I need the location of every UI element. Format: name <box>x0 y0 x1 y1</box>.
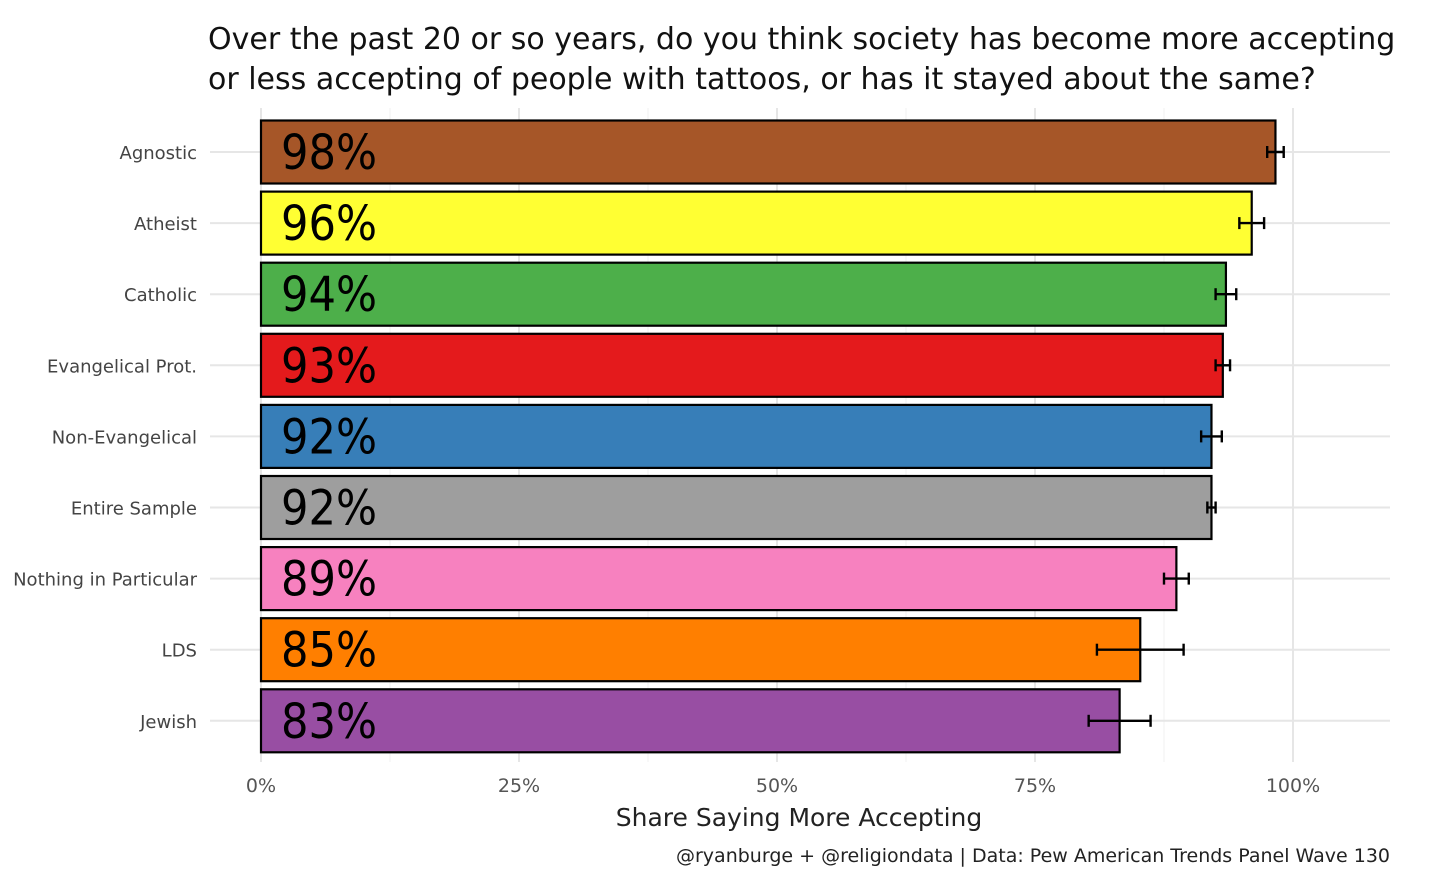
bar-value-labels: 98% 96% 94% 93% 92% 92% 89% 85% 83% <box>281 125 377 750</box>
chart-caption: @ryanburge + @religiondata | Data: Pew A… <box>676 845 1390 867</box>
category-label: Non-Evangelical <box>52 427 197 448</box>
error-bar <box>1199 430 1223 443</box>
bar-value-label: 89% <box>281 552 377 608</box>
bar-value-label: 94% <box>281 267 377 323</box>
error-bar <box>1087 714 1152 727</box>
bar-lds <box>259 617 1142 683</box>
bar-evangelical-prot <box>259 332 1224 398</box>
x-tick-label: 75% <box>1014 775 1056 797</box>
bar-entire-sample <box>259 474 1213 541</box>
chart-title-line-2: or less accepting of people with tattoos… <box>208 62 1316 97</box>
x-axis-label: Share Saying More Accepting <box>616 803 982 832</box>
bar-non-evangelical <box>259 403 1213 469</box>
error-bars <box>1087 146 1285 727</box>
error-bar <box>1206 501 1217 514</box>
bar-value-label: 96% <box>281 196 377 252</box>
bar-nothing-in-particular <box>259 545 1178 612</box>
category-labels: Agnostic Atheist Catholic Evangelical Prot.… <box>13 143 198 733</box>
error-bar <box>1265 146 1285 158</box>
category-label: Catholic <box>124 285 197 306</box>
category-label: Nothing in Particular <box>13 570 198 591</box>
x-tick-label: 25% <box>498 775 540 797</box>
bar-value-label: 83% <box>281 694 377 750</box>
bar-agnostic <box>259 119 1277 185</box>
error-bar <box>1162 572 1190 585</box>
error-bar <box>1214 288 1238 301</box>
category-label: Entire Sample <box>71 499 197 520</box>
x-axis-tick-labels: 0% 25% 50% 75% 100% <box>246 775 1320 797</box>
bar-value-label: 85% <box>281 623 377 679</box>
x-tick-label: 100% <box>1266 775 1320 797</box>
bar-value-label: 98% <box>281 125 377 181</box>
error-bar <box>1095 643 1185 656</box>
category-label: Atheist <box>134 214 197 235</box>
bar-atheist <box>259 190 1253 256</box>
chart-title-line-1: Over the past 20 or so years, do you thi… <box>208 22 1395 57</box>
category-label: Jewish <box>139 712 197 733</box>
category-label: Evangelical Prot. <box>47 356 197 377</box>
category-label: Agnostic <box>120 143 198 164</box>
x-tick-label: 0% <box>246 775 276 797</box>
error-bar <box>1214 359 1232 372</box>
bar-value-label: 92% <box>281 481 377 537</box>
bar-value-label: 92% <box>281 409 377 465</box>
error-bar <box>1238 217 1266 230</box>
bar-value-label: 93% <box>281 338 377 394</box>
category-label: LDS <box>162 641 197 662</box>
bar-catholic <box>259 261 1228 327</box>
bar-jewish <box>259 688 1121 754</box>
x-tick-label: 50% <box>756 775 798 797</box>
bars <box>259 119 1277 754</box>
